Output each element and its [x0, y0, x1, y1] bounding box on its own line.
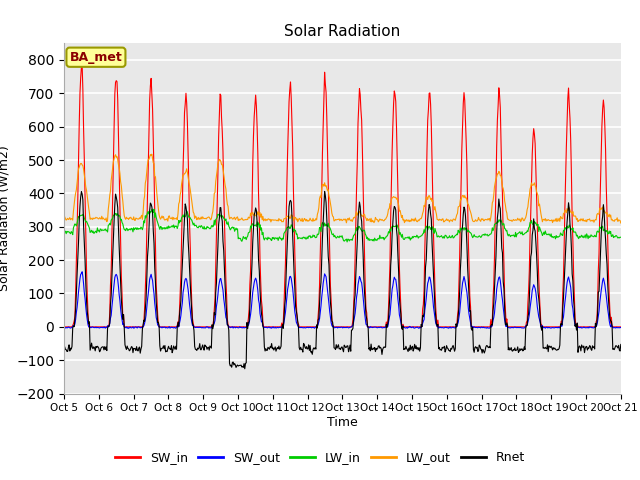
- Text: BA_met: BA_met: [70, 51, 122, 64]
- LW_in: [277, 236, 285, 241]
- SW_in: [277, 324, 285, 330]
- Rnet: [125, 348, 133, 354]
- Rnet: [401, 346, 409, 352]
- LW_out: [60, 215, 68, 221]
- LW_out: [277, 217, 285, 223]
- Y-axis label: Solar Radiation (W/m2): Solar Radiation (W/m2): [0, 145, 11, 291]
- Rnet: [241, 366, 248, 372]
- SW_out: [433, 322, 440, 328]
- SW_in: [228, 324, 236, 330]
- SW_out: [401, 325, 409, 331]
- LW_out: [256, 210, 264, 216]
- Line: SW_in: SW_in: [64, 65, 621, 327]
- SW_out: [278, 324, 285, 330]
- LW_out: [432, 208, 440, 214]
- Rnet: [277, 343, 285, 349]
- LW_in: [401, 235, 409, 240]
- LW_in: [256, 222, 264, 228]
- Rnet: [228, 364, 236, 370]
- LW_in: [343, 239, 351, 245]
- Line: SW_out: SW_out: [64, 272, 621, 328]
- SW_in: [78, 62, 86, 68]
- SW_out: [78, 269, 86, 275]
- LW_in: [60, 229, 68, 235]
- Line: Rnet: Rnet: [64, 192, 621, 369]
- SW_out: [229, 325, 237, 331]
- X-axis label: Time: Time: [327, 416, 358, 429]
- LW_out: [401, 220, 408, 226]
- LW_out: [148, 151, 156, 157]
- LW_out: [617, 220, 625, 226]
- SW_in: [256, 257, 264, 263]
- SW_in: [126, 324, 134, 330]
- LW_in: [617, 234, 625, 240]
- LW_in: [125, 227, 133, 232]
- SW_in: [401, 324, 408, 330]
- SW_in: [60, 324, 68, 330]
- Rnet: [256, 288, 264, 293]
- LW_in: [433, 230, 440, 236]
- SW_out: [127, 325, 134, 331]
- SW_in: [617, 324, 625, 330]
- LW_out: [228, 216, 236, 222]
- Rnet: [617, 342, 625, 348]
- SW_out: [617, 324, 625, 330]
- SW_out: [257, 315, 264, 321]
- LW_in: [228, 224, 236, 230]
- Title: Solar Radiation: Solar Radiation: [284, 24, 401, 39]
- Line: LW_out: LW_out: [64, 154, 621, 223]
- Legend: SW_in, SW_out, LW_in, LW_out, Rnet: SW_in, SW_out, LW_in, LW_out, Rnet: [110, 446, 530, 469]
- Rnet: [433, 321, 440, 327]
- SW_out: [61, 325, 68, 331]
- SW_in: [432, 304, 440, 310]
- Line: LW_in: LW_in: [64, 209, 621, 242]
- Rnet: [321, 189, 328, 194]
- Rnet: [60, 343, 68, 348]
- LW_in: [150, 206, 158, 212]
- SW_out: [60, 325, 68, 331]
- LW_out: [125, 215, 133, 221]
